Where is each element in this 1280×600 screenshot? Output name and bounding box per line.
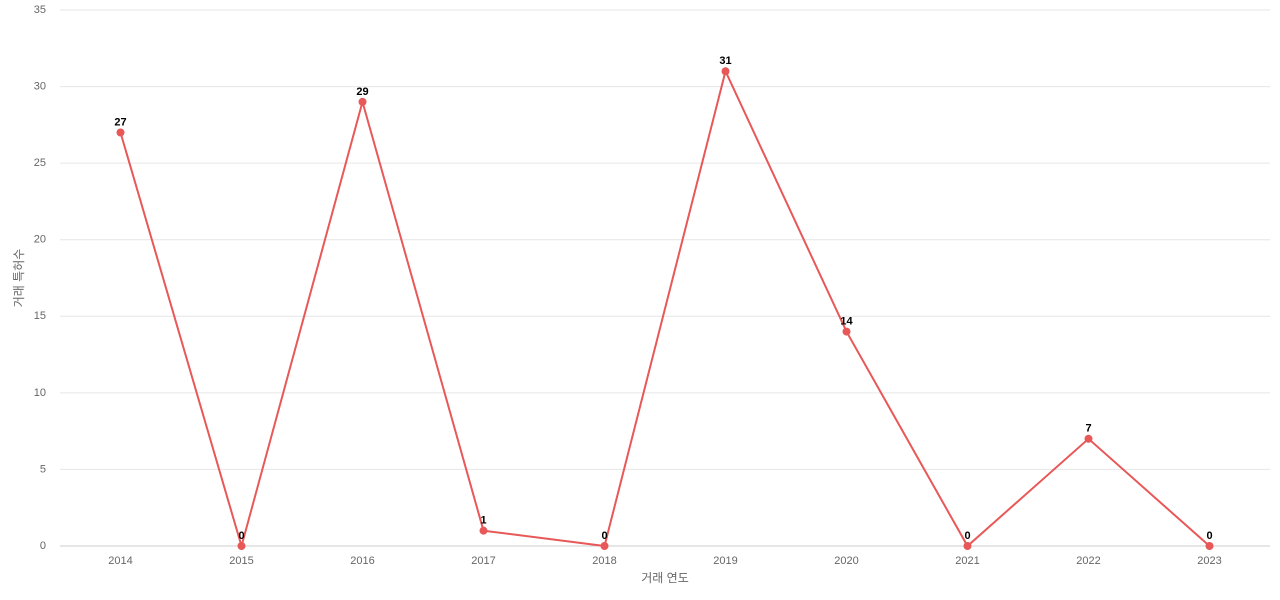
point — [1205, 542, 1214, 550]
y-tick-label: 5 — [40, 463, 46, 475]
value-label: 31 — [719, 55, 731, 67]
point — [479, 526, 488, 535]
x-tick-label: 2020 — [834, 555, 858, 567]
x-tick-label: 2016 — [350, 555, 374, 567]
point — [1084, 434, 1093, 443]
x-tick-label: 2017 — [471, 555, 495, 567]
y-tick-label: 20 — [34, 234, 46, 246]
point — [358, 97, 367, 106]
value-label: 0 — [238, 530, 244, 542]
point — [116, 128, 125, 137]
y-tick-label: 35 — [34, 4, 46, 16]
value-label: 0 — [601, 530, 607, 542]
value-label: 29 — [356, 86, 368, 98]
point — [842, 327, 851, 336]
value-label: 27 — [114, 116, 126, 128]
x-tick-label: 2019 — [713, 555, 737, 567]
value-label: 1 — [480, 515, 486, 527]
y-tick-label: 25 — [34, 157, 46, 169]
line — [119, 68, 1211, 550]
x-tick-label: 2018 — [592, 555, 616, 567]
y-axis-label: 거래 특허수 — [12, 249, 26, 308]
value-label: 0 — [964, 530, 970, 542]
y-tick-label: 30 — [34, 80, 46, 92]
x-tick-label: 2022 — [1076, 555, 1100, 567]
x-tick-label: 2023 — [1197, 555, 1221, 567]
value-label: 0 — [1206, 530, 1212, 542]
x-tick-label: 2015 — [229, 555, 253, 567]
point — [963, 542, 972, 550]
y-tick-label: 15 — [34, 310, 46, 322]
y-tick-label: 0 — [40, 540, 46, 552]
point — [237, 542, 246, 550]
y-tick-label: 10 — [34, 387, 46, 399]
value-label: 7 — [1085, 423, 1091, 435]
value-label: 14 — [840, 316, 853, 328]
x-axis-label: 거래 연도 — [641, 571, 689, 585]
x-tick-label: 2014 — [108, 555, 132, 567]
point — [721, 67, 730, 76]
x-tick-label: 2021 — [955, 555, 979, 567]
point — [600, 542, 609, 550]
